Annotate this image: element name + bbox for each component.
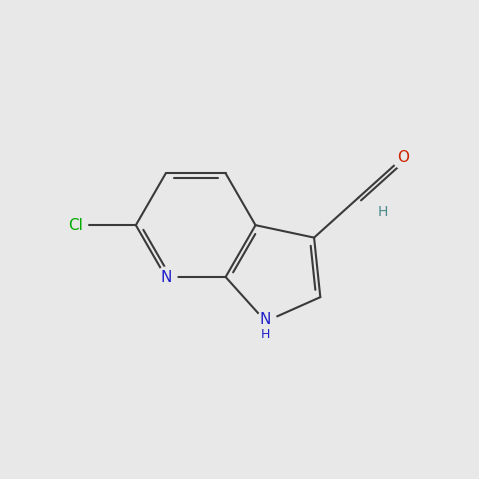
Text: Cl: Cl	[68, 217, 83, 233]
Text: H: H	[261, 328, 270, 341]
Text: N: N	[160, 270, 171, 285]
Text: N: N	[260, 311, 271, 327]
Text: H: H	[378, 205, 388, 218]
Text: O: O	[397, 150, 409, 165]
